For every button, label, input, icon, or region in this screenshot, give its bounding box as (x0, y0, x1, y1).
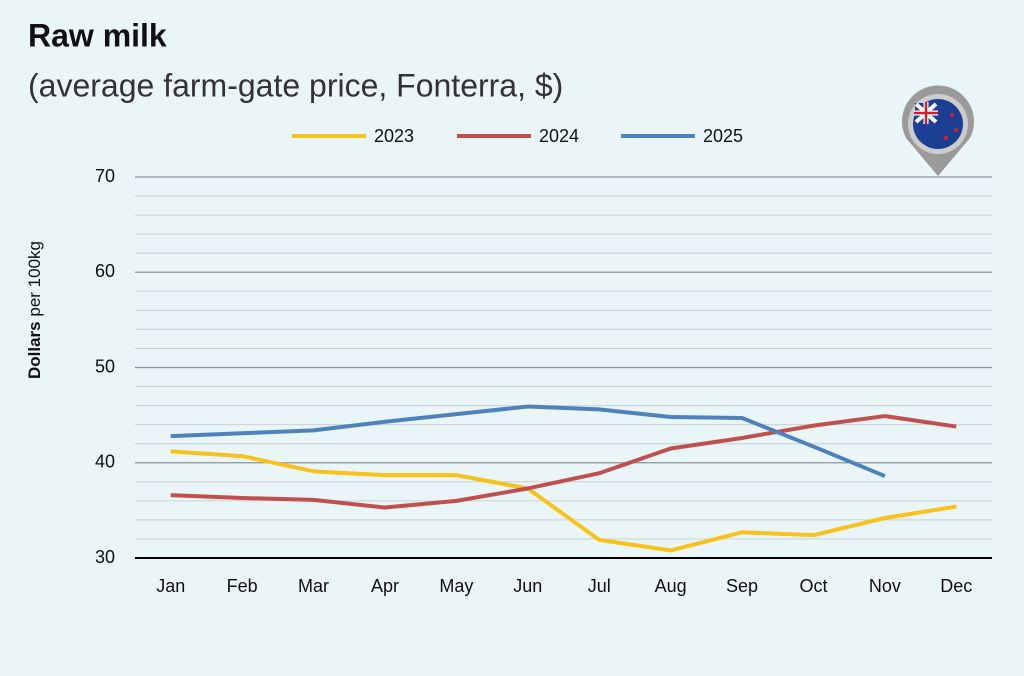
y-tick-label: 40 (95, 452, 115, 472)
legend-label: 2023 (374, 126, 414, 146)
flag-pin (902, 85, 974, 176)
legend-label: 2024 (539, 126, 579, 146)
y-axis-label: Dollars per 100kg (25, 241, 44, 379)
x-tick-label: Dec (940, 576, 972, 596)
x-tick-label: Sep (726, 576, 758, 596)
y-tick-label: 50 (95, 356, 115, 376)
x-tick-label: Jan (156, 576, 185, 596)
chart-title: Raw milk (28, 17, 167, 53)
series-line (170, 449, 957, 553)
x-tick-label: Nov (869, 576, 901, 596)
series-line (170, 404, 886, 478)
legend-label: 2025 (703, 126, 743, 146)
y-tick-label: 70 (95, 166, 115, 186)
x-tick-label: Mar (298, 576, 329, 596)
x-tick-label: Jun (513, 576, 542, 596)
x-tick-label: Apr (371, 576, 399, 596)
y-tick-label: 30 (95, 547, 115, 567)
x-tick-label: May (439, 576, 473, 596)
x-tick-label: Feb (227, 576, 258, 596)
y-label-rest: per 100kg (25, 241, 44, 317)
x-tick-label: Aug (655, 576, 687, 596)
x-tick-label: Oct (799, 576, 827, 596)
series-line (170, 414, 957, 510)
chart-subtitle: (average farm-gate price, Fonterra, $) (28, 67, 563, 103)
x-tick-label: Jul (588, 576, 611, 596)
y-label-bold: Dollars (25, 321, 44, 379)
y-tick-label: 60 (95, 261, 115, 281)
